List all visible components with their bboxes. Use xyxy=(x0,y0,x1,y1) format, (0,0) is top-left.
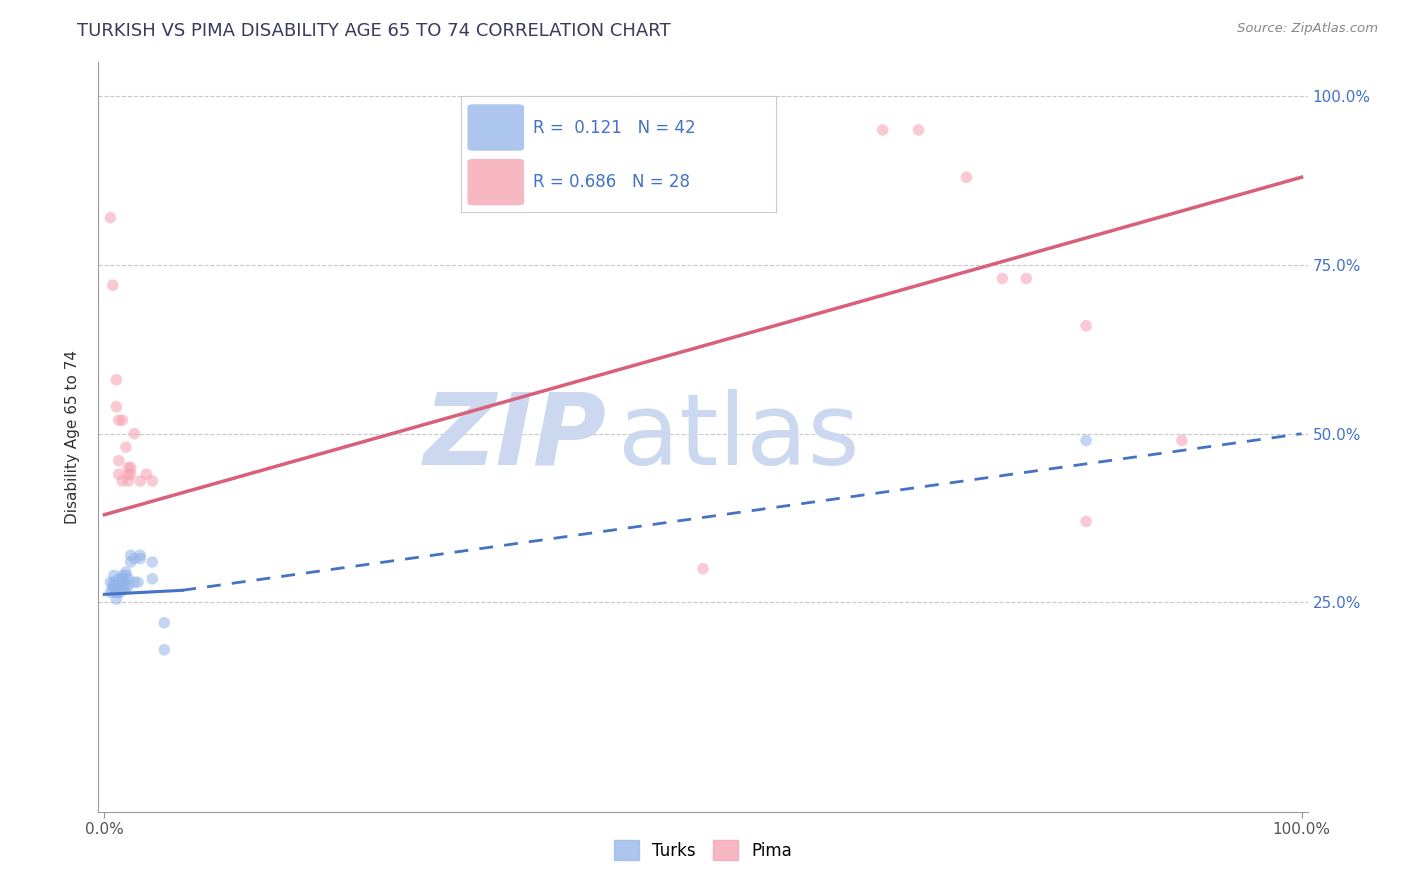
Point xyxy=(124,551,146,566)
Point xyxy=(120,460,142,475)
Point xyxy=(112,575,135,590)
Text: atlas: atlas xyxy=(619,389,860,485)
Point xyxy=(135,467,157,482)
Point xyxy=(111,575,134,590)
Point xyxy=(103,575,125,590)
Point xyxy=(907,123,929,137)
Point xyxy=(115,565,138,579)
Text: TURKISH VS PIMA DISABILITY AGE 65 TO 74 CORRELATION CHART: TURKISH VS PIMA DISABILITY AGE 65 TO 74 … xyxy=(77,22,671,40)
Point xyxy=(115,440,138,454)
Point xyxy=(1171,434,1194,448)
Point xyxy=(107,413,129,427)
Point xyxy=(117,474,139,488)
Point xyxy=(108,582,131,596)
Point xyxy=(124,426,146,441)
Point xyxy=(104,582,127,596)
Point xyxy=(107,585,129,599)
Point xyxy=(100,585,122,599)
Point xyxy=(141,474,163,488)
Point xyxy=(111,582,134,596)
Point xyxy=(105,585,128,599)
Text: Source: ZipAtlas.com: Source: ZipAtlas.com xyxy=(1237,22,1378,36)
Point xyxy=(991,271,1014,285)
Point xyxy=(101,582,124,596)
Point xyxy=(108,585,131,599)
Point xyxy=(105,578,128,592)
Point xyxy=(101,278,124,293)
Point xyxy=(111,572,134,586)
Point xyxy=(101,578,124,592)
Point xyxy=(112,582,135,596)
Point xyxy=(115,568,138,582)
Point xyxy=(105,373,128,387)
Point xyxy=(1074,515,1097,529)
Point xyxy=(129,474,152,488)
Point xyxy=(692,562,714,576)
Point xyxy=(120,548,142,562)
Point xyxy=(1015,271,1038,285)
Point xyxy=(117,578,139,592)
Point xyxy=(105,400,128,414)
Point xyxy=(1074,434,1097,448)
Point xyxy=(111,474,134,488)
Point xyxy=(108,578,131,592)
Point xyxy=(115,582,138,596)
Point xyxy=(100,575,122,590)
Point xyxy=(117,572,139,586)
Point xyxy=(124,575,146,590)
Point xyxy=(107,572,129,586)
Point xyxy=(117,460,139,475)
Point xyxy=(955,170,977,185)
Point xyxy=(117,467,139,482)
Point xyxy=(104,585,127,599)
Point xyxy=(127,575,149,590)
Text: ZIP: ZIP xyxy=(423,389,606,485)
Point xyxy=(111,413,134,427)
Point xyxy=(107,467,129,482)
Point xyxy=(1074,318,1097,333)
Point xyxy=(120,467,142,482)
Point xyxy=(872,123,894,137)
Point xyxy=(107,578,129,592)
Y-axis label: Disability Age 65 to 74: Disability Age 65 to 74 xyxy=(65,350,80,524)
Point xyxy=(107,582,129,596)
Point xyxy=(100,211,122,225)
Point xyxy=(111,568,134,582)
Point xyxy=(103,568,125,582)
Point xyxy=(153,615,176,630)
Legend: Turks, Pima: Turks, Pima xyxy=(607,833,799,867)
Point xyxy=(141,572,163,586)
Point xyxy=(153,642,176,657)
Point xyxy=(141,555,163,569)
Point xyxy=(129,551,152,566)
Point xyxy=(107,453,129,467)
Point xyxy=(129,548,152,562)
Point xyxy=(105,592,128,607)
Point xyxy=(105,582,128,596)
Point xyxy=(120,555,142,569)
